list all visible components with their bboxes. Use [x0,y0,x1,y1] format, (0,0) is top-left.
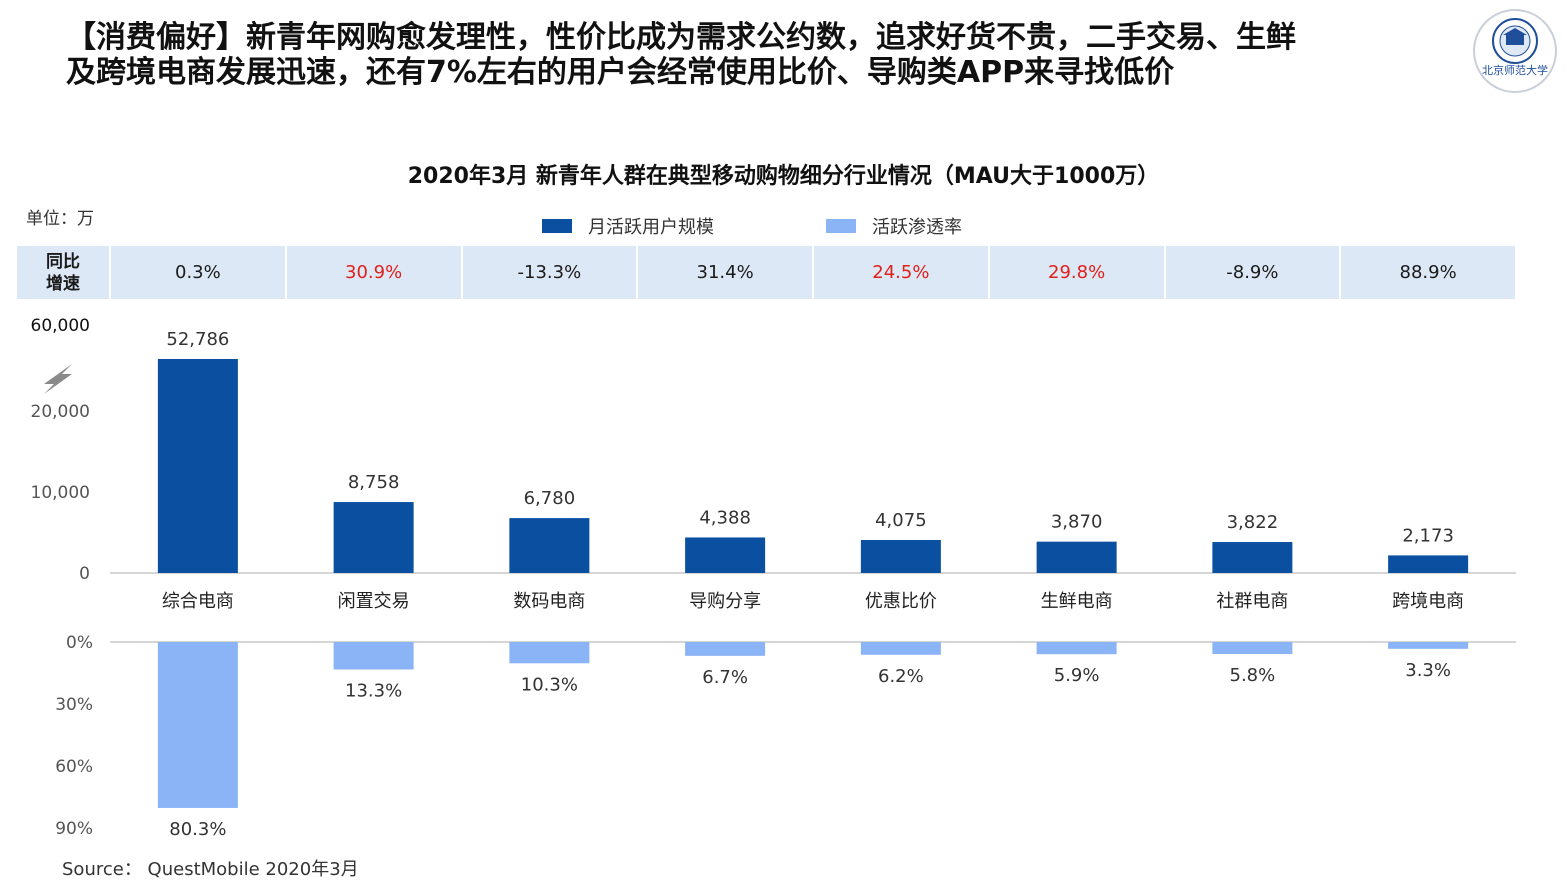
mau-bar-label: 4,388 [699,507,751,528]
penetration-bar-label: 6.2% [878,666,924,687]
mau-bar [860,539,941,573]
legend-swatch-mau [542,219,572,233]
penetration-bar-label: 5.9% [1054,665,1100,686]
growth-cell: 29.8% [989,246,1164,299]
mau-bar [333,502,414,573]
mau-bar [157,359,238,573]
penetration-bar [333,642,414,670]
category-label: 生鲜电商 [1041,591,1113,612]
penetration-bar [685,642,766,656]
penetration-bar-label: 13.3% [345,680,402,701]
source-note: Source： QuestMobile 2020年3月 [62,859,359,880]
penetration-bar-label: 5.8% [1230,665,1276,686]
y-tick-mau: 0 [79,564,90,584]
penetration-bar [1036,642,1117,655]
growth-header-line1: 同比 [46,251,80,272]
category-label: 跨境电商 [1392,591,1464,612]
growth-cell: 31.4% [638,246,812,299]
unit-label: 单位：万 [26,209,94,229]
penetration-bar-label: 3.3% [1405,660,1451,681]
category-label: 社群电商 [1216,591,1288,612]
logo-text: 北京师范大学 [1482,63,1548,77]
growth-cell: 30.9% [286,246,461,299]
mau-bar-label: 8,758 [348,472,400,493]
penetration-bar [1388,642,1469,649]
penetration-bar-label: 6.7% [702,667,748,688]
mau-bar [1036,541,1117,573]
y-tick-penetration: 0% [66,633,93,653]
category-label: 闲置交易 [338,591,410,612]
growth-cell: -8.9% [1165,246,1340,299]
growth-cell: 88.9% [1341,246,1515,299]
penetration-bar [509,642,590,664]
penetration-bar [860,642,941,655]
mau-bar-label: 2,173 [1402,525,1454,546]
y-tick-penetration: 90% [55,819,93,839]
growth-header: 同比 增速 [17,246,109,299]
category-label: 导购分享 [689,591,761,612]
growth-header-line2: 增速 [46,273,80,294]
mau-bar-label: 4,075 [875,510,927,531]
legend-label-penetration: 活跃渗透率 [872,217,962,238]
growth-row: 同比 增速 0.3% 30.9% -13.3% 31.4% 24.5% 29.8% -8.9… [17,246,1516,299]
legend-label-mau: 月活跃用户规模 [588,217,714,238]
mau-bar [1212,542,1293,573]
category-label: 优惠比价 [865,591,937,612]
mau-bar-label: 52,786 [166,329,229,350]
headline: 【消费偏好】新青年网购愈发理性，性价比成为需求公约数，追求好货不贵，二手交易、生… [66,20,1296,90]
mau-bar-label: 6,780 [524,488,576,509]
legend-penetration: 活跃渗透率 [826,213,962,239]
legend-mau: 月活跃用户规模 [542,213,714,239]
y-tick-mau: 60,000 [31,316,90,336]
mau-bar [685,537,766,573]
mau-bar [509,518,590,573]
chart-title: 2020年3月 新青年人群在典型移动购物细分行业情况（MAU大于1000万） [407,164,1160,189]
penetration-bar [1212,642,1293,654]
growth-cell: 0.3% [111,246,285,299]
y-tick-mau: 20,000 [31,402,90,422]
category-label: 数码电商 [513,591,585,612]
penetration-bar-label: 80.3% [169,819,226,840]
penetration-bar-label: 10.3% [521,674,578,695]
legend-swatch-penetration [826,219,856,233]
penetration-bar [157,642,238,808]
growth-cell: -13.3% [462,246,637,299]
y-tick-penetration: 60% [55,757,93,777]
growth-cell: 24.5% [814,246,988,299]
mau-bar-label: 3,822 [1227,512,1279,533]
category-label: 综合电商 [162,591,234,612]
y-tick-penetration: 30% [55,695,93,715]
axis-break-icon [44,364,72,394]
university-logo: 北京师范大学 [1473,9,1557,93]
y-tick-mau: 10,000 [31,483,90,503]
mau-bar [1388,555,1469,573]
mau-bar-label: 3,870 [1051,512,1103,533]
